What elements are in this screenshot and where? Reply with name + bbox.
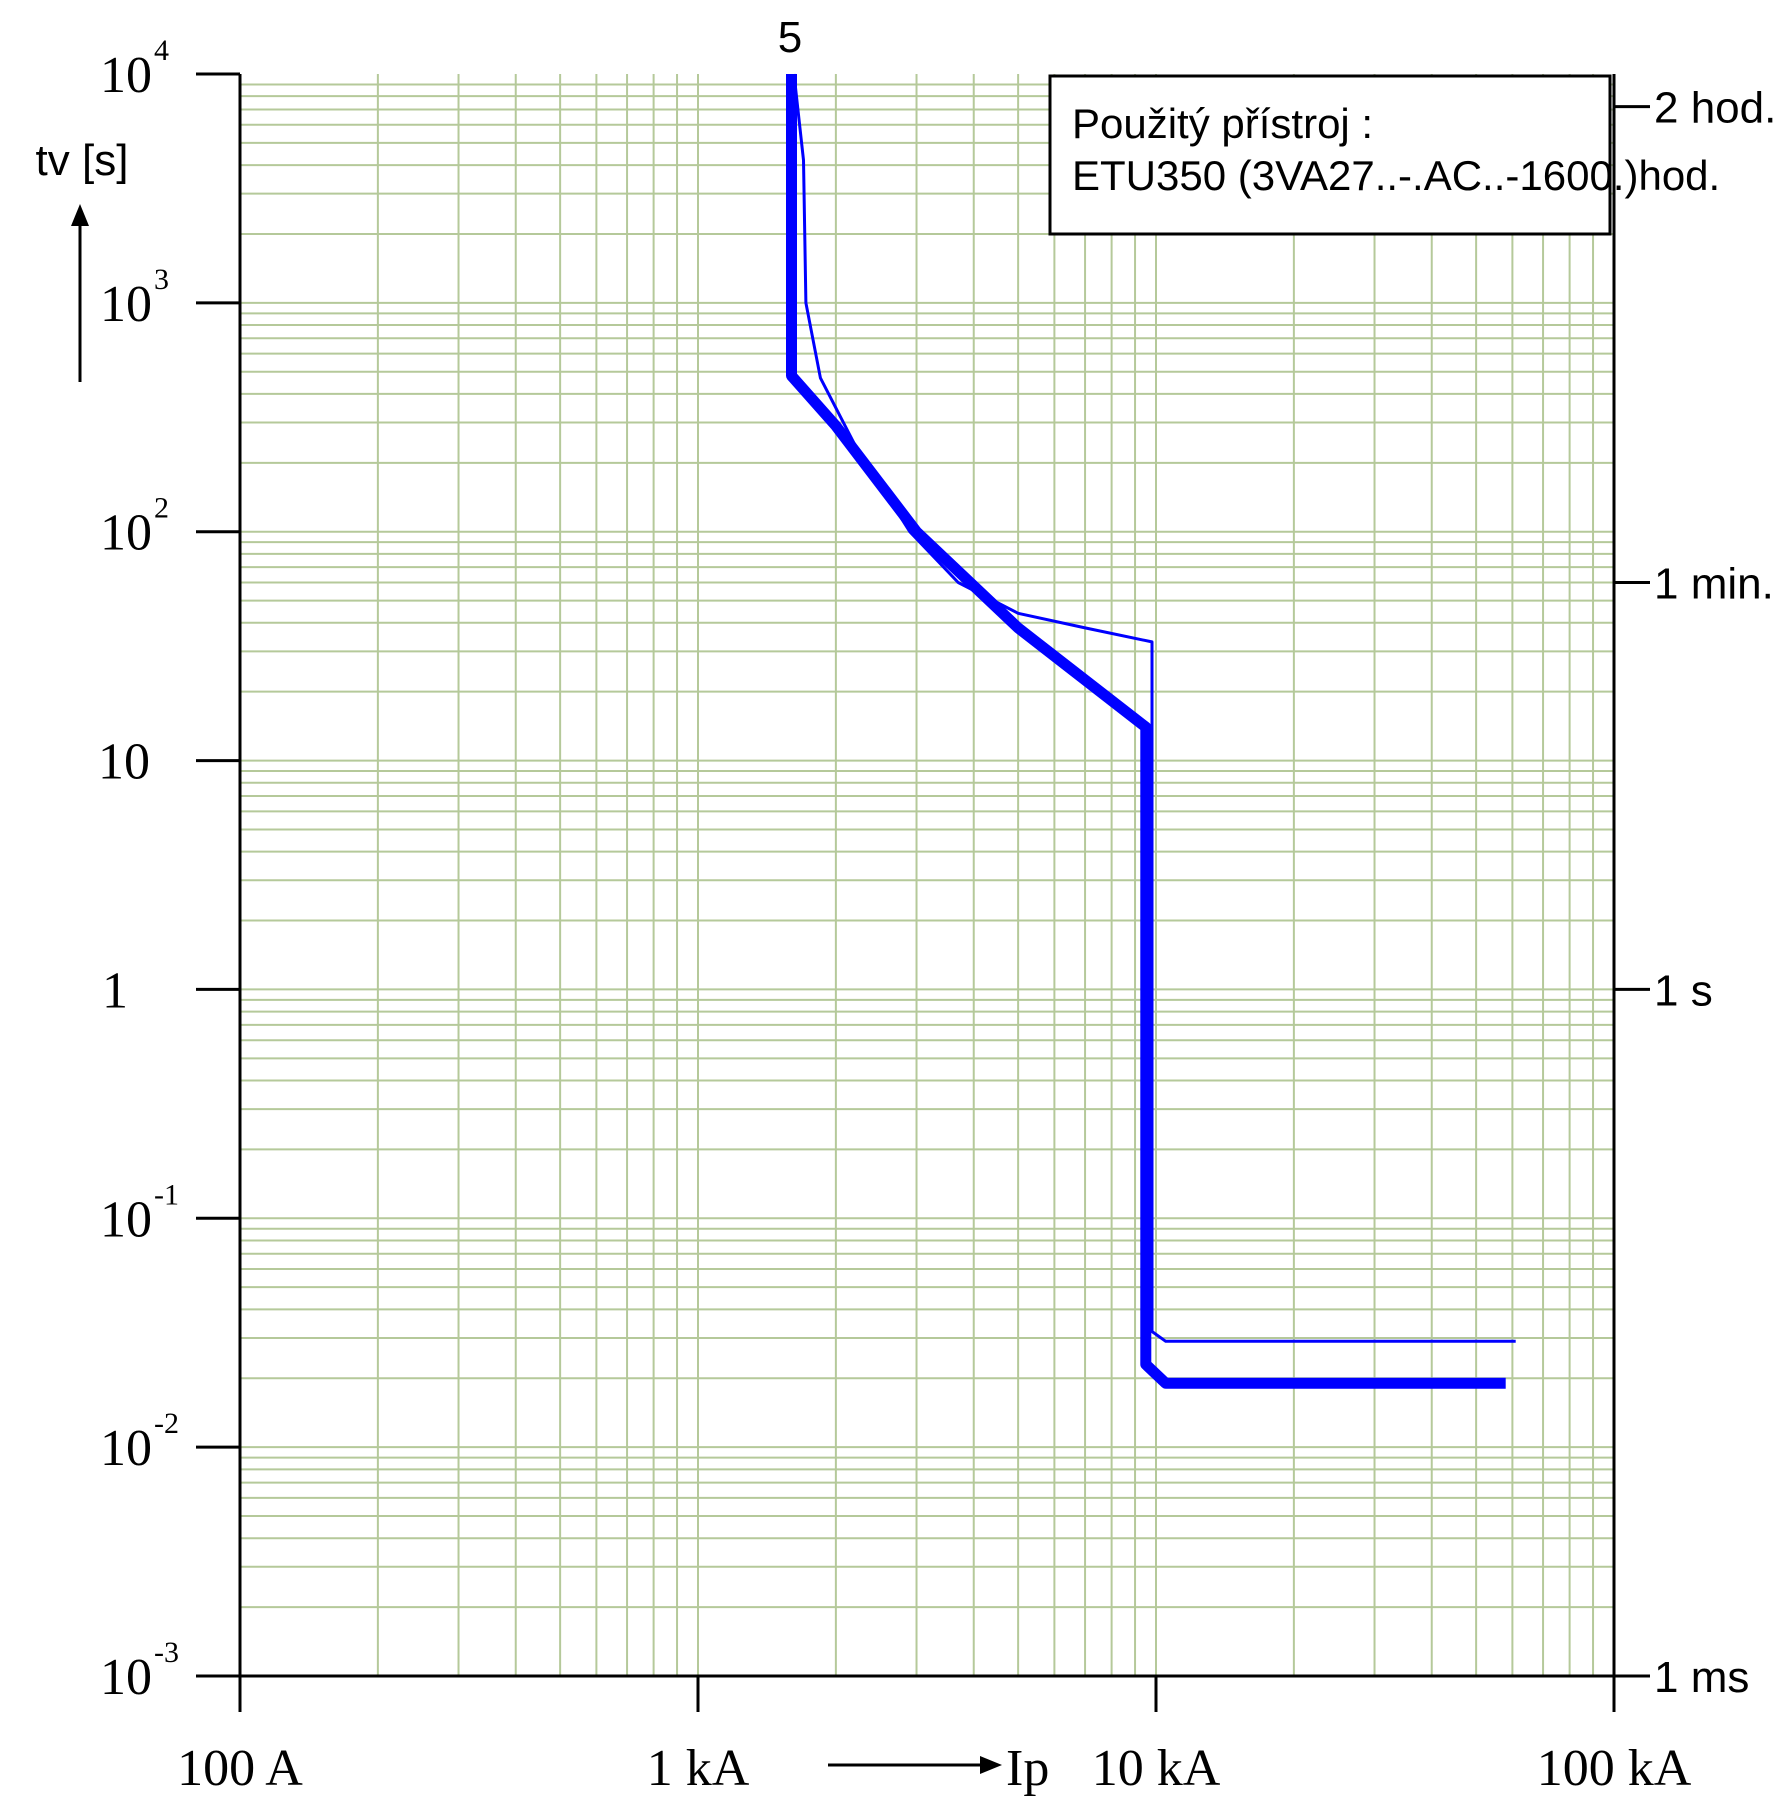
y-tick-label-exponent: 2 xyxy=(154,492,169,525)
y-tick-label: 10 xyxy=(100,1649,152,1706)
x-tick-label: 100 kA xyxy=(1537,1740,1692,1797)
x-tick-label: 100 A xyxy=(177,1740,303,1797)
y-tick-label: 10 xyxy=(100,47,152,104)
y-tick-label: 10 xyxy=(100,505,152,562)
curve-label: 5 xyxy=(778,13,802,62)
right-tick-label: 1 min. xyxy=(1654,559,1774,608)
y-axis-label: tv [s] xyxy=(36,136,129,185)
right-tick-label: 1 ms xyxy=(1654,1653,1749,1702)
y-tick-label: 10 xyxy=(100,1191,152,1248)
y-tick-label-exponent: 4 xyxy=(154,34,169,67)
y-tick-label-exponent: -1 xyxy=(154,1178,179,1211)
right-axis-ticks: 2 hod. 1 min. 1 s 1 ms xyxy=(1614,84,1776,1702)
y-tick-label: 10 xyxy=(100,1420,152,1477)
y-tick-label: 10 xyxy=(100,276,152,333)
info-box xyxy=(1048,74,1612,236)
x-axis-label: Ip xyxy=(1006,1740,1049,1797)
y-axis-arrow-head xyxy=(71,204,89,226)
x-axis-arrow-head xyxy=(980,1756,1002,1774)
curve-thin xyxy=(792,73,1516,1343)
right-tick-label: 1 s xyxy=(1654,966,1713,1015)
curves xyxy=(786,73,1516,1389)
y-tick-label: 1 xyxy=(102,962,128,1019)
x-axis-ticks: 100 A 1 kA 10 kA 100 kA xyxy=(177,1676,1692,1797)
curve-thick xyxy=(786,74,1506,1389)
y-tick-label-exponent: 3 xyxy=(154,263,169,296)
y-tick-label-exponent: -2 xyxy=(154,1407,179,1440)
right-tick-label: 2 hod. xyxy=(1654,84,1776,133)
info-line-2: ETU350 (3VA27..-.AC..-1600.)hod. xyxy=(1072,152,1720,199)
info-line-1: Použitý přístroj : xyxy=(1072,100,1373,147)
axes xyxy=(238,74,1616,1678)
y-tick-label: 10 xyxy=(98,734,150,791)
grid xyxy=(240,74,1614,1676)
x-tick-label: 10 kA xyxy=(1092,1740,1221,1797)
x-tick-label: 1 kA xyxy=(647,1740,750,1797)
y-tick-label-exponent: -3 xyxy=(154,1636,179,1669)
